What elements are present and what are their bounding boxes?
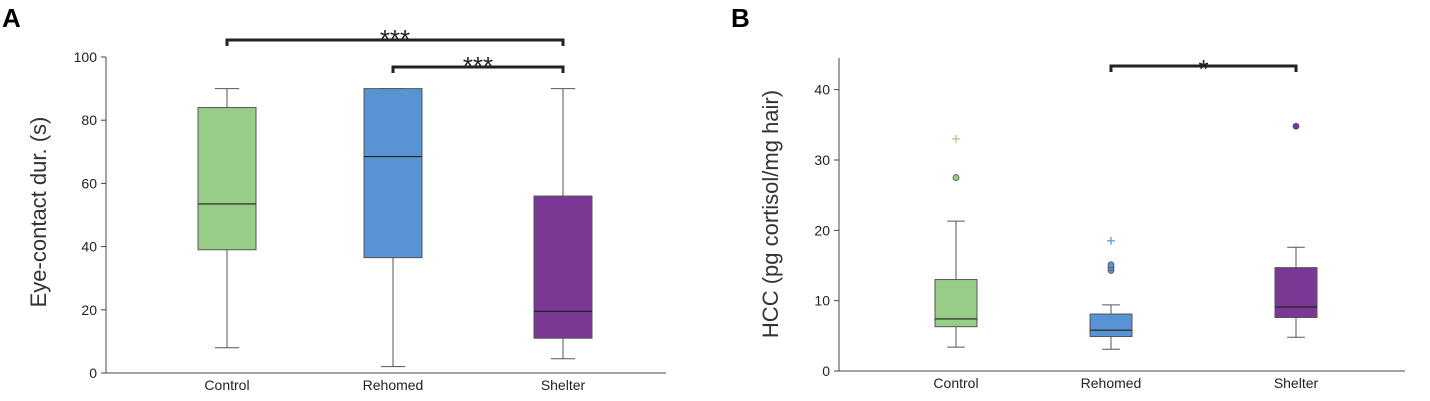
y-tick-label: 60 bbox=[81, 175, 97, 191]
panel-b-boxes bbox=[934, 122, 1318, 350]
outlier-point bbox=[1292, 122, 1300, 130]
panel-a-label: A bbox=[2, 3, 21, 33]
x-tick-label: Shelter bbox=[1274, 375, 1319, 391]
y-tick-label: 0 bbox=[822, 363, 830, 379]
significance-bracket bbox=[391, 65, 565, 73]
panel-a-boxes bbox=[197, 88, 593, 368]
box-shelter bbox=[533, 195, 593, 339]
y-tick-label: 40 bbox=[81, 239, 97, 255]
panel-a-y-ticks: 0 20 40 60 80 100 bbox=[74, 49, 106, 381]
outlier-point bbox=[952, 174, 960, 181]
panel-b-x-ticks: Control Rehomed Shelter bbox=[933, 375, 1318, 391]
x-tick-label: Rehomed bbox=[1081, 375, 1142, 391]
panel-a-ylabel: Eye-contact dur. (s) bbox=[26, 117, 51, 308]
y-tick-label: 100 bbox=[74, 49, 98, 65]
y-tick-label: 20 bbox=[814, 222, 830, 238]
y-tick-label: 10 bbox=[814, 293, 830, 309]
y-tick-label: 40 bbox=[814, 82, 830, 98]
y-tick-label: 30 bbox=[814, 152, 830, 168]
x-tick-label: Rehomed bbox=[363, 377, 424, 393]
outlier-point bbox=[1107, 261, 1115, 269]
significance-bracket bbox=[225, 38, 565, 46]
panel-b-y-ticks: 0 10 20 30 40 bbox=[814, 82, 839, 379]
x-tick-label: Control bbox=[933, 375, 978, 391]
panel-b-ylabel: HCC (pg cortisol/mg hair) bbox=[758, 90, 783, 338]
panel-a-x-ticks: Control Rehomed Shelter bbox=[204, 377, 585, 393]
box-rehomed bbox=[1089, 313, 1133, 338]
panel-b-significance: * bbox=[1109, 54, 1298, 84]
panel-a-significance: *** *** bbox=[225, 24, 565, 81]
panel-b-label: B bbox=[731, 3, 750, 33]
x-tick-label: Shelter bbox=[541, 377, 586, 393]
significance-label: *** bbox=[463, 51, 493, 81]
panel-b: B HCC (pg cortisol/mg hair) 0 10 20 30 40 Co… bbox=[731, 3, 1405, 391]
x-tick-label: Control bbox=[204, 377, 249, 393]
significance-label: *** bbox=[380, 24, 410, 54]
y-tick-label: 0 bbox=[89, 365, 97, 381]
box-shelter bbox=[1274, 267, 1318, 319]
box-control bbox=[934, 279, 978, 328]
box-rehomed bbox=[363, 88, 423, 259]
box-control bbox=[197, 107, 257, 251]
significance-bracket bbox=[1109, 64, 1298, 72]
panel-a: A Eye-contact dur. (s) 0 20 40 60 80 100 Cont… bbox=[2, 3, 666, 393]
y-tick-label: 20 bbox=[81, 302, 97, 318]
y-tick-label: 80 bbox=[81, 112, 97, 128]
significance-label: * bbox=[1198, 54, 1208, 84]
